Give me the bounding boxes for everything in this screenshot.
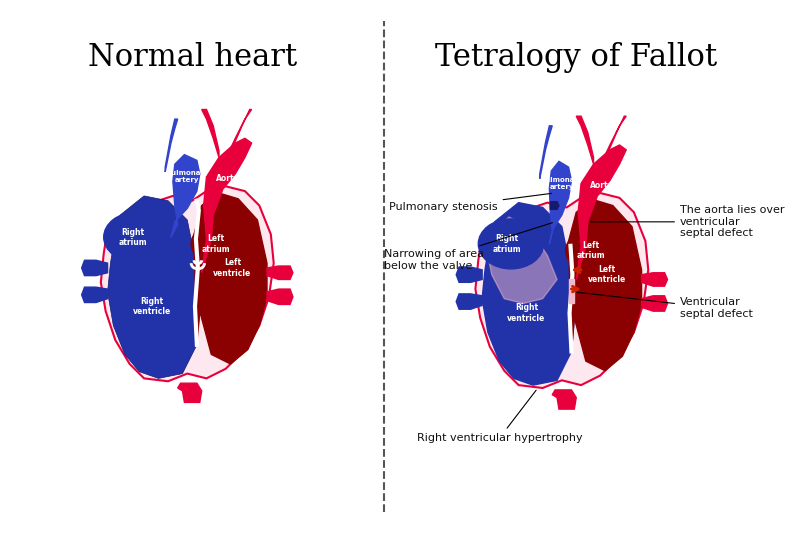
Text: Right ventricular hypertrophy: Right ventricular hypertrophy: [417, 390, 582, 443]
Text: Left
atrium: Left atrium: [576, 241, 605, 260]
Text: Right
ventricle: Right ventricle: [507, 303, 546, 323]
Ellipse shape: [566, 230, 616, 271]
Polygon shape: [456, 294, 482, 309]
Polygon shape: [267, 289, 293, 304]
Polygon shape: [642, 273, 667, 286]
Polygon shape: [202, 109, 219, 157]
Polygon shape: [194, 193, 267, 364]
Polygon shape: [642, 296, 667, 311]
Polygon shape: [550, 161, 571, 244]
Text: Left
ventricle: Left ventricle: [214, 259, 251, 278]
Text: Right
atrium: Right atrium: [493, 234, 522, 254]
Polygon shape: [229, 109, 252, 152]
Polygon shape: [488, 217, 557, 303]
Polygon shape: [456, 267, 482, 282]
Polygon shape: [540, 126, 552, 179]
Polygon shape: [202, 138, 252, 273]
Text: The aorta lies over
ventricular
septal defect: The aorta lies over ventricular septal d…: [590, 205, 785, 238]
Polygon shape: [82, 260, 107, 276]
Polygon shape: [267, 266, 293, 279]
Text: Normal heart: Normal heart: [87, 42, 297, 73]
Polygon shape: [482, 203, 574, 385]
Ellipse shape: [104, 212, 169, 262]
Text: Right
ventricle: Right ventricle: [133, 297, 171, 316]
Text: Tetralogy of Fallot: Tetralogy of Fallot: [435, 42, 718, 73]
Polygon shape: [82, 287, 107, 303]
Polygon shape: [475, 193, 648, 388]
Polygon shape: [550, 201, 559, 209]
Text: Narrowing of area
below the valve: Narrowing of area below the valve: [384, 223, 553, 271]
Text: Pulmonary
artery: Pulmonary artery: [166, 170, 209, 183]
Polygon shape: [569, 279, 574, 303]
Polygon shape: [107, 196, 200, 378]
Text: Ventricular
septal defect: Ventricular septal defect: [577, 292, 753, 319]
Ellipse shape: [478, 219, 544, 269]
Text: Pulmonary
artery: Pulmonary artery: [541, 177, 583, 190]
Text: Right
atrium: Right atrium: [118, 228, 147, 247]
Polygon shape: [576, 116, 594, 164]
Polygon shape: [171, 155, 200, 237]
Polygon shape: [552, 390, 576, 409]
Polygon shape: [101, 187, 274, 381]
Polygon shape: [165, 119, 178, 172]
Polygon shape: [569, 200, 642, 371]
Polygon shape: [576, 145, 626, 279]
Polygon shape: [178, 383, 202, 402]
Text: Left
atrium: Left atrium: [202, 234, 230, 254]
Text: Aorta: Aorta: [590, 181, 614, 190]
Text: Pulmonary stenosis: Pulmonary stenosis: [389, 193, 551, 213]
Text: Aorta: Aorta: [216, 174, 239, 183]
Polygon shape: [603, 116, 626, 159]
Ellipse shape: [191, 224, 241, 264]
Text: Left
ventricle: Left ventricle: [588, 265, 626, 285]
